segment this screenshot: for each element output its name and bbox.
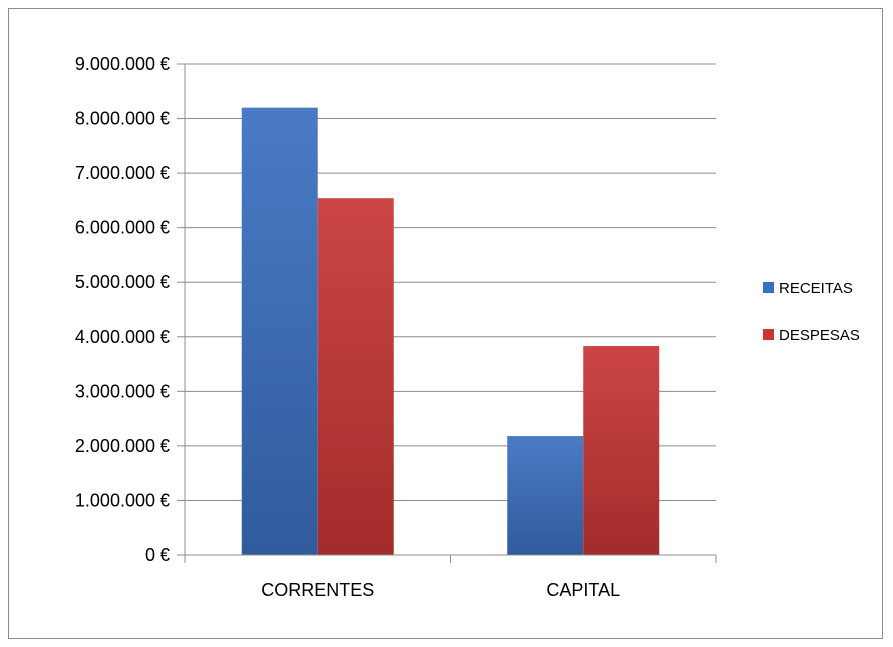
y-tick-label: 4.000.000 € — [75, 327, 170, 347]
x-tick-label: CAPITAL — [546, 580, 620, 600]
legend-swatch — [763, 282, 774, 293]
y-tick-label: 0 € — [145, 545, 170, 565]
legend: RECEITAS DESPESAS — [763, 280, 860, 344]
legend-label: RECEITAS — [779, 280, 853, 297]
bar-despesas-capital — [583, 346, 660, 555]
bar-receitas-correntes — [241, 107, 318, 556]
y-axis: 0 € 1.000.000 € 2.000.000 € 3.000.000 € 4.00… — [75, 54, 186, 565]
bars — [241, 107, 660, 556]
x-axis: CORRENTES CAPITAL — [184, 554, 717, 600]
legend-label: DESPESAS — [779, 327, 860, 344]
y-tick-label: 8.000.000 € — [75, 109, 170, 129]
y-tick-label: 3.000.000 € — [75, 381, 170, 401]
y-tick-label: 9.000.000 € — [75, 54, 170, 74]
bar-receitas-capital — [507, 436, 584, 555]
bar-despesas-correntes — [317, 198, 394, 555]
y-tick-label: 1.000.000 € — [75, 490, 170, 510]
y-tick-label: 7.000.000 € — [75, 163, 170, 183]
x-tick-label: CORRENTES — [261, 580, 374, 600]
legend-swatch — [763, 329, 774, 340]
y-tick-label: 5.000.000 € — [75, 272, 170, 292]
chart-frame — [8, 8, 883, 639]
y-tick-label: 6.000.000 € — [75, 218, 170, 238]
y-tick-label: 2.000.000 € — [75, 436, 170, 456]
